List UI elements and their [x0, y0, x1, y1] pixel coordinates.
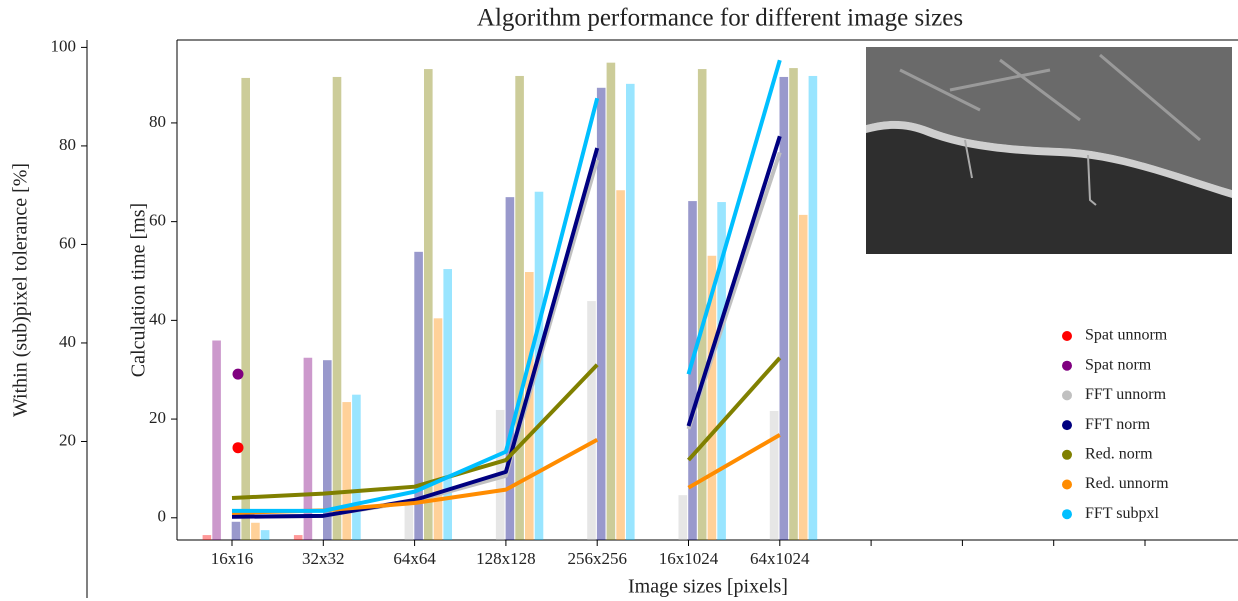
x-tick-label: 64x64 [393, 549, 436, 568]
bar [779, 76, 789, 541]
bar [505, 197, 515, 540]
bar [414, 251, 423, 540]
bar [332, 76, 342, 541]
bar [515, 75, 524, 540]
legend-marker [1062, 331, 1072, 341]
legend-label: Red. norm [1085, 445, 1153, 462]
legend-marker [1062, 479, 1072, 490]
bar [688, 201, 697, 540]
y-tick-label: 20 [59, 430, 76, 449]
bar [769, 410, 779, 540]
time-point [232, 368, 244, 380]
bar [798, 214, 808, 541]
bar [525, 272, 534, 540]
legend-label: FFT unnorm [1085, 386, 1167, 403]
y2-tick-label: 40 [149, 309, 166, 328]
time-line [686, 135, 782, 427]
bar [606, 62, 616, 541]
x-tick-label: 128x128 [476, 549, 536, 568]
legend-marker [1062, 420, 1072, 431]
bar [241, 77, 250, 541]
time-line [231, 363, 599, 501]
bar [404, 505, 414, 540]
y2-tick-label: 0 [158, 507, 167, 526]
bar [717, 202, 726, 540]
chart-title: Algorithm performance for different imag… [477, 5, 963, 32]
x-tick-label: 16x1024 [659, 549, 719, 568]
legend-label: Spat unnorm [1085, 327, 1168, 344]
time-line [686, 59, 782, 375]
y2-axis-label: Calculation time [ms] [128, 203, 150, 377]
bar [697, 69, 707, 541]
bar [293, 535, 303, 540]
legend-marker [1062, 360, 1072, 371]
bar [342, 402, 351, 540]
bar [202, 535, 212, 540]
y2-tick-label: 20 [149, 408, 166, 427]
bar [707, 255, 717, 540]
bar [808, 75, 818, 540]
bar [424, 69, 433, 541]
legend-marker [1062, 449, 1072, 460]
legend-label: Red. unnorm [1085, 475, 1169, 492]
legend-marker [1062, 390, 1072, 401]
x-tick-label: 32x32 [302, 549, 345, 568]
bar [789, 68, 798, 540]
bar [323, 360, 332, 540]
bar [596, 87, 606, 540]
bar [443, 269, 452, 540]
legend-marker [1062, 509, 1072, 520]
legend-label: Spat norm [1085, 356, 1152, 373]
y-tick-label: 40 [59, 332, 76, 351]
time-point [232, 442, 244, 454]
time-line [687, 433, 781, 490]
x-tick-label: 64x1024 [750, 549, 810, 568]
y-tick-label: 100 [51, 36, 77, 55]
legend-label: FFT norm [1085, 416, 1151, 433]
time-line [687, 356, 782, 462]
bar [616, 190, 625, 540]
bar [260, 530, 270, 540]
time-line [232, 97, 600, 513]
y2-tick-label: 80 [149, 112, 166, 131]
bar [212, 340, 221, 540]
time-line [231, 147, 600, 519]
y-tick-label: 80 [59, 135, 76, 154]
inset-image [866, 47, 1232, 254]
bar [678, 495, 688, 540]
y-axis-label: Within (sub)pixel tolerance [%] [10, 163, 32, 417]
bar [626, 83, 635, 541]
x-tick-label: 16x16 [211, 549, 254, 568]
plot-area: 20 40 60 80 100 0 20 40 60 80 16x16 32x32 64x64 128x1… [51, 36, 1146, 568]
bar [587, 301, 596, 540]
bar [231, 521, 241, 540]
legend-label: FFT subpxl [1085, 505, 1160, 522]
x-axis-label: Image sizes [pixels] [628, 576, 788, 598]
bar [303, 357, 313, 540]
bar [251, 522, 260, 540]
bar [352, 394, 361, 540]
y-tick-label: 60 [59, 233, 76, 252]
x-tick-label: 256x256 [567, 549, 627, 568]
bar [433, 318, 443, 540]
y2-tick-label: 60 [149, 211, 166, 230]
